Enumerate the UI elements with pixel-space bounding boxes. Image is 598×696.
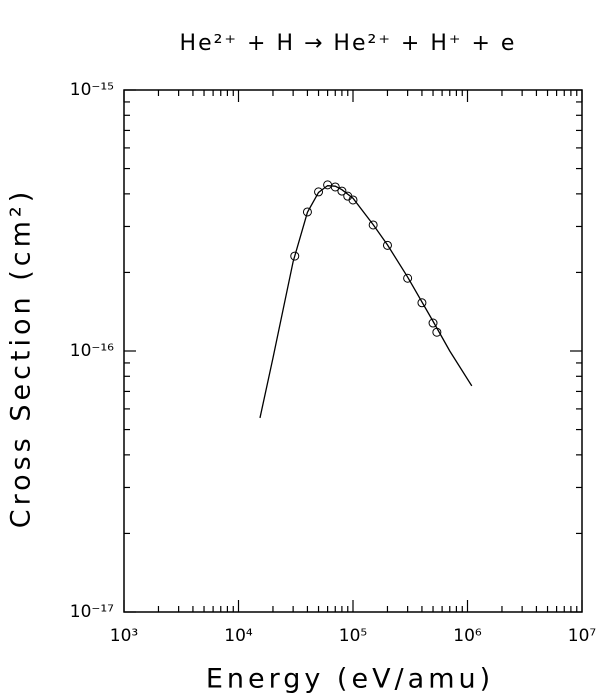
fit-curve	[259, 184, 473, 419]
data-point	[348, 195, 358, 205]
plot-frame	[123, 89, 583, 613]
y-axis-title: Cross Section (cm²)	[6, 188, 37, 529]
chart-title: He²⁺ + H → He²⁺ + H⁺ + e	[180, 31, 517, 56]
x-tick-label: 10⁴	[224, 626, 253, 646]
data-point	[403, 273, 413, 283]
x-tick-label: 10⁶	[453, 626, 482, 646]
data-point	[368, 220, 378, 230]
data-point	[417, 298, 427, 308]
y-tick-label: 10⁻¹⁵	[70, 80, 114, 100]
data-point	[290, 251, 300, 261]
x-tick-label: 10⁵	[339, 626, 367, 646]
x-axis-title: Energy (eV/amu)	[206, 664, 494, 695]
y-tick-label: 10⁻¹⁷	[70, 602, 114, 622]
data-point	[323, 180, 333, 190]
data-point	[428, 318, 438, 328]
y-tick-label: 10⁻¹⁶	[70, 341, 114, 361]
data-point	[314, 187, 324, 197]
data-point	[302, 207, 312, 217]
data-point	[330, 182, 340, 192]
data-point	[432, 327, 442, 337]
data-point	[382, 240, 392, 250]
x-tick-label: 10³	[110, 626, 138, 646]
data-point	[337, 186, 347, 196]
x-tick-label: 10⁷	[568, 626, 597, 646]
